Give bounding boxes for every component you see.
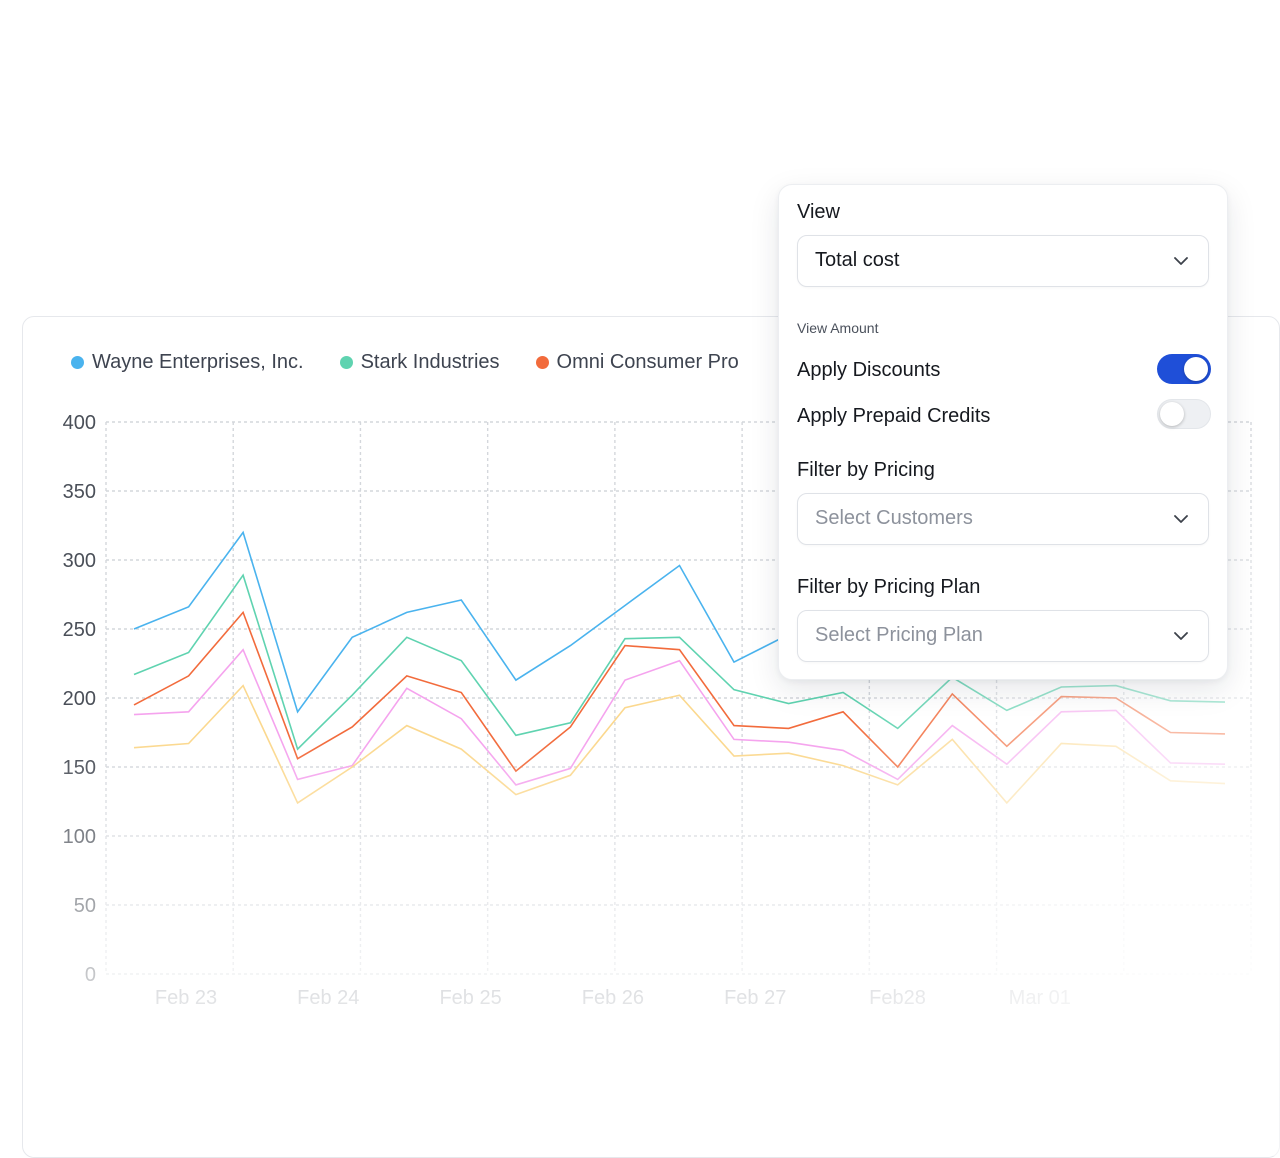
- y-tick-label: 300: [63, 550, 96, 572]
- y-tick-label: 0: [85, 964, 96, 986]
- legend-label-stark: Stark Industries: [360, 351, 500, 373]
- legend-label-omni: Omni Consumer Pro: [556, 351, 739, 373]
- x-tick-label: Feb 23: [155, 987, 217, 1009]
- legend-item-omni[interactable]: Omni Consumer Pro: [535, 351, 739, 374]
- apply-discounts-label: Apply Discounts: [797, 359, 941, 381]
- y-tick-label: 400: [63, 412, 96, 434]
- select-customers-placeholder: Select Customers: [815, 507, 973, 529]
- select-customers-dropdown[interactable]: Select Customers: [797, 493, 1209, 545]
- filter-pricing-plan-label: Filter by Pricing Plan: [797, 576, 981, 598]
- apply-prepaid-credits-toggle[interactable]: [1157, 399, 1211, 429]
- y-tick-label: 250: [63, 619, 96, 641]
- chevron-down-icon: [1174, 515, 1188, 523]
- toggle-knob: [1160, 402, 1184, 426]
- view-select[interactable]: Total cost: [797, 235, 1209, 287]
- x-tick-label: Feb 26: [582, 987, 644, 1009]
- y-axis-ticks: 0 50 100 150 200 250 300 350 400: [63, 412, 96, 986]
- legend-item-stark[interactable]: Stark Industries: [339, 351, 500, 374]
- x-tick-label: Feb 25: [439, 987, 501, 1009]
- filter-panel: View Total cost View Amount Apply Discou…: [778, 184, 1228, 680]
- filter-pricing-label: Filter by Pricing: [797, 459, 935, 481]
- x-tick-label: Mar 01: [1009, 987, 1071, 1009]
- legend-item-wayne[interactable]: Wayne Enterprises, Inc.: [71, 351, 304, 374]
- y-tick-label: 50: [74, 895, 96, 917]
- y-tick-label: 200: [63, 688, 96, 710]
- legend-label-wayne: Wayne Enterprises, Inc.: [92, 351, 304, 373]
- x-tick-label: Feb 24: [297, 987, 359, 1009]
- view-select-value: Total cost: [815, 249, 900, 271]
- chevron-down-icon: [1174, 257, 1188, 265]
- apply-discounts-toggle[interactable]: [1157, 354, 1211, 384]
- x-tick-label: Feb28: [869, 987, 926, 1009]
- chevron-down-icon: [1174, 632, 1188, 640]
- y-tick-label: 100: [63, 826, 96, 848]
- view-label: View: [797, 201, 840, 223]
- legend-dot-wayne: [71, 356, 84, 369]
- x-tick-label: Feb 27: [724, 987, 786, 1009]
- legend-dot-omni: [535, 356, 549, 369]
- view-amount-label: View Amount: [797, 320, 879, 336]
- legend-dot-stark: [339, 356, 353, 369]
- select-pricing-plan-dropdown[interactable]: Select Pricing Plan: [797, 610, 1209, 662]
- chart-legend: Wayne Enterprises, Inc. Stark Industries…: [71, 351, 739, 374]
- y-tick-label: 150: [63, 757, 96, 779]
- select-pricing-plan-placeholder: Select Pricing Plan: [815, 624, 983, 646]
- series-line-4: [133, 684, 1226, 805]
- x-axis-ticks: Feb 23 Feb 24 Feb 25 Feb 26 Feb 27 Feb28 Mar 0…: [155, 987, 1071, 1009]
- apply-prepaid-credits-label: Apply Prepaid Credits: [797, 405, 991, 427]
- toggle-knob: [1184, 357, 1208, 381]
- y-tick-label: 350: [63, 481, 96, 503]
